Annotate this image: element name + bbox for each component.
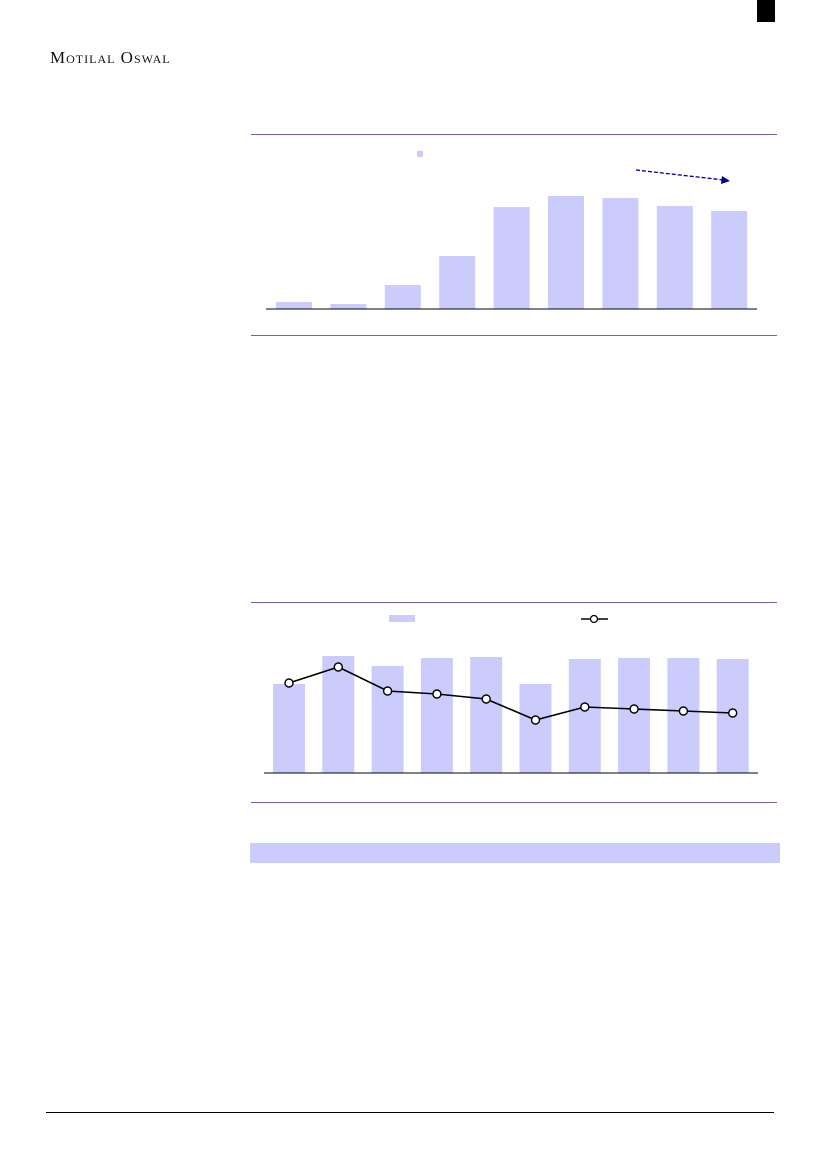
chart-2 [264,614,758,774]
table-header-band [250,843,780,863]
line-point [728,708,738,718]
line-point [481,694,491,704]
bar [519,684,552,773]
line-point [333,662,344,672]
bar [568,659,601,773]
line-point [678,706,689,716]
chart2-top-rule [251,602,777,603]
line-point [580,702,590,712]
bar [276,302,312,309]
chart1-bottom-rule [251,335,777,336]
line-point [530,715,541,725]
line-point [284,678,294,688]
brand-logo: Motilal Oswal [50,48,171,67]
bar [470,657,503,773]
bar [384,285,421,309]
bar [371,666,404,773]
bar [420,658,453,773]
series-line [288,666,733,721]
trend-arrowhead-icon [721,176,730,184]
bar [493,207,530,309]
chart-1 [266,151,757,310]
footer-rule [46,1112,774,1113]
line-point [629,704,639,714]
bar [330,304,367,309]
bar [602,198,639,309]
trend-arrow-line [635,169,725,181]
chart1-top-rule [251,134,777,135]
bar [711,211,748,309]
line-point [432,689,442,699]
bar [548,196,584,309]
bar [439,256,476,309]
corner-tab [757,0,775,22]
chart2-bottom-rule [251,802,777,803]
bar [656,206,693,309]
bar [618,658,651,773]
bar [322,656,355,773]
legend-swatch-bar [389,615,415,622]
line-point [382,686,393,696]
legend-marker [589,614,599,624]
legend-swatch [417,151,423,157]
bar [273,684,305,773]
